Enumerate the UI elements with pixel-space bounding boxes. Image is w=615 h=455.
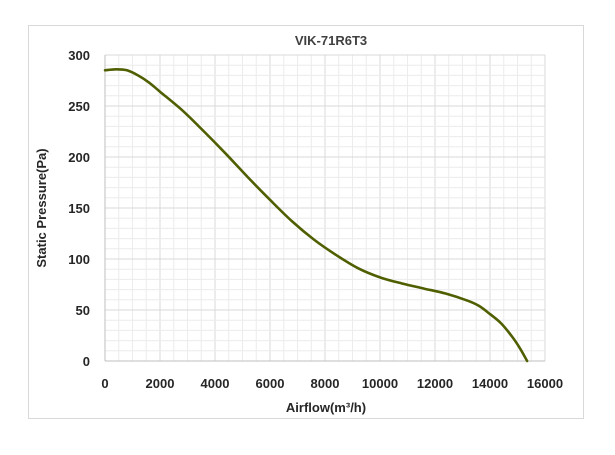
y-tick-label: 100 [68, 252, 90, 267]
x-tick-label: 4000 [201, 376, 230, 391]
chart-title: VIK-71R6T3 [295, 33, 367, 48]
y-tick-label: 150 [68, 201, 90, 216]
x-tick-label: 12000 [417, 376, 453, 391]
x-tick-label: 16000 [527, 376, 563, 391]
x-tick-label: 14000 [472, 376, 508, 391]
x-tick-label: 8000 [311, 376, 340, 391]
series-line-vik-71r6t3 [103, 67, 529, 363]
x-tick-label: 2000 [146, 376, 175, 391]
x-tick-label: 10000 [362, 376, 398, 391]
y-axis-label: Static Pressure(Pa) [34, 148, 49, 267]
axes [104, 55, 545, 362]
y-tick-label: 0 [83, 354, 90, 369]
x-tick-label: 6000 [256, 376, 285, 391]
y-tick-label: 50 [76, 303, 90, 318]
x-tick-label: 0 [101, 376, 108, 391]
x-axis-ticks: 0 2000 4000 6000 8000 10000 12000 14000 16000 [101, 376, 563, 391]
chart-frame [28, 25, 584, 419]
y-tick-label: 300 [68, 48, 90, 63]
y-axis-ticks: 0 50 100 150 200 250 300 [68, 48, 90, 369]
x-axis-label: Airflow(m³/h) [286, 400, 366, 415]
y-tick-label: 250 [68, 99, 90, 114]
y-tick-label: 200 [68, 150, 90, 165]
